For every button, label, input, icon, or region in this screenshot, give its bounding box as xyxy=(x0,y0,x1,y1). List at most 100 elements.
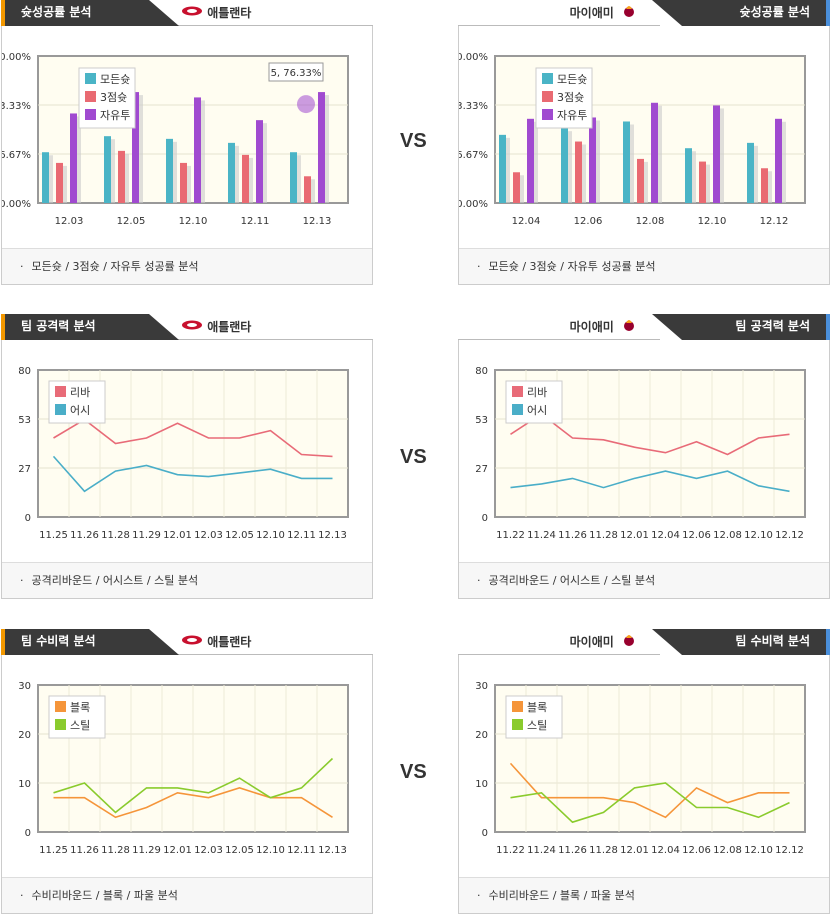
bar xyxy=(228,142,235,203)
bar-shadow xyxy=(565,131,572,203)
bar-shadow xyxy=(260,123,267,203)
bar xyxy=(761,168,768,203)
bar xyxy=(194,97,201,203)
x-tick-label: 12.13 xyxy=(303,216,332,227)
team-name: 애틀랜타 xyxy=(207,320,252,334)
team-name: 마이애미 xyxy=(569,635,614,649)
legend-swatch xyxy=(512,701,523,712)
chart-box: 0.00% 36.67% 73.33% 110.00% 12.04 12.06 12.08 1… xyxy=(444,26,830,285)
section-title: 팀 수비력 분석 xyxy=(1,629,179,655)
legend-label: 리바 xyxy=(527,386,547,399)
bar-shadow xyxy=(108,139,115,203)
bar xyxy=(166,138,173,203)
bar xyxy=(118,150,125,203)
heat-logo-flame xyxy=(626,6,632,9)
x-tick-label: 11.26 xyxy=(558,845,587,856)
team-label[interactable]: 마이애미 xyxy=(570,318,640,337)
bar xyxy=(651,102,658,203)
heat-logo-icon xyxy=(618,318,640,337)
legend-label: 스틸 xyxy=(70,719,90,732)
y-tick-label: 27 xyxy=(18,464,31,475)
bar-shadow xyxy=(503,137,510,203)
team-label[interactable]: 마이애미 xyxy=(570,4,640,23)
legend-swatch xyxy=(55,719,66,730)
legend-label: 3점슛 xyxy=(557,91,584,104)
panel-header: 슛성공률 분석 애틀랜타 xyxy=(1,0,373,26)
legend-label: 모든슛 xyxy=(100,73,130,86)
x-tick-label: 12.05 xyxy=(225,530,254,541)
chart-footer: · 모든슛 / 3점슛 / 자유투 성공률 분석 xyxy=(2,248,372,284)
chart-box: 0.00% 36.67% 73.33% 110.00% 12.03 12.05 12.10 1… xyxy=(0,26,373,285)
x-tick-label: 12.12 xyxy=(775,530,804,541)
y-tick-label: 30 xyxy=(475,681,488,692)
series-line xyxy=(510,413,790,456)
bar-shadow xyxy=(170,141,177,203)
x-tick-label: 11.22 xyxy=(496,530,525,541)
x-tick-label: 11.24 xyxy=(527,530,556,541)
team-label[interactable]: 애틀랜타 xyxy=(181,318,251,337)
defense-panel-left: 팀 수비력 분석 애틀랜타 0 10 20 30 11.25 11.26 11.28 11.2… xyxy=(1,629,373,915)
bar xyxy=(180,162,187,203)
chart-footer: · 모든슛 / 3점슛 / 자유투 성공률 분석 xyxy=(459,248,829,284)
series-line xyxy=(510,470,790,493)
hawks-logo-inner xyxy=(187,9,197,13)
defense-panel-right: 팀 수비력 분석 마이애미 0 10 20 30 11.22 11.24 11.26 11.2… xyxy=(458,629,830,915)
x-tick-label: 12.10 xyxy=(744,845,773,856)
x-tick-label: 12.03 xyxy=(55,216,84,227)
panel-header: 팀 수비력 분석 애틀랜타 xyxy=(1,629,373,655)
heat-logo-icon-svg xyxy=(624,6,634,17)
x-tick-label: 11.29 xyxy=(132,845,161,856)
bar xyxy=(513,172,520,203)
offense-panel-right: 팀 공격력 분석 마이애미 0 27 53 80 11.22 11.24 11.26 11.2… xyxy=(458,314,830,600)
hawks-logo-inner xyxy=(187,323,197,327)
team-label[interactable]: 마이애미 xyxy=(570,633,640,652)
series-line xyxy=(53,757,334,814)
legend-label: 리바 xyxy=(70,386,90,399)
bar-shadow xyxy=(46,155,53,203)
y-tick-label: 36.67% xyxy=(2,150,31,161)
bar-shadow xyxy=(627,124,634,203)
bar-shadow xyxy=(531,121,538,203)
bar xyxy=(561,128,568,203)
bar-shadow xyxy=(593,120,600,203)
x-tick-label: 12.03 xyxy=(194,845,223,856)
bar-shadow xyxy=(232,145,239,203)
chart-footer: · 공격리바운드 / 어시스트 / 스틸 분석 xyxy=(2,562,372,598)
bar xyxy=(699,161,706,203)
y-tick-label: 80 xyxy=(475,366,488,377)
x-tick-label: 11.25 xyxy=(39,845,68,856)
bar xyxy=(56,162,63,203)
bar-shadow xyxy=(294,155,301,203)
bar xyxy=(499,134,506,203)
panel-header: 팀 공격력 분석 마이애미 xyxy=(458,314,830,340)
legend-label: 자유투 xyxy=(100,109,130,122)
heat-logo-icon xyxy=(618,633,640,652)
x-tick-label: 11.22 xyxy=(496,845,525,856)
bar-shadow xyxy=(779,121,786,203)
hawks-logo-inner xyxy=(187,638,197,642)
shooting-bar-chart: 0.00% 36.67% 73.33% 110.00% 12.04 12.06 12.08 1… xyxy=(444,52,806,227)
bar xyxy=(132,92,139,203)
y-tick-label: 27 xyxy=(475,464,488,475)
footer-text: 공격리바운드 / 어시스트 / 스틸 분석 xyxy=(488,574,656,587)
chart-footer: · 수비리바운드 / 블록 / 파울 분석 xyxy=(2,877,372,913)
chart-footer: · 수비리바운드 / 블록 / 파울 분석 xyxy=(459,877,829,913)
section-title: 팀 공격력 분석 xyxy=(1,314,179,340)
heat-logo-flame xyxy=(626,320,632,323)
team-label[interactable]: 애틀랜타 xyxy=(181,4,251,23)
team-label[interactable]: 애틀랜타 xyxy=(181,633,251,652)
bar-shadow xyxy=(751,145,758,203)
footer-text: 모든슛 / 3점슛 / 자유투 성공률 분석 xyxy=(31,260,199,273)
bar xyxy=(70,113,77,203)
series-line xyxy=(509,762,790,819)
legend-label: 어시 xyxy=(70,404,90,417)
hawks-logo-icon-svg xyxy=(182,635,202,645)
x-tick-label: 11.28 xyxy=(589,845,618,856)
bar-shadow xyxy=(308,179,315,203)
vs-label: VS xyxy=(400,130,427,152)
bar xyxy=(637,158,644,203)
x-tick-label: 12.12 xyxy=(760,216,789,227)
